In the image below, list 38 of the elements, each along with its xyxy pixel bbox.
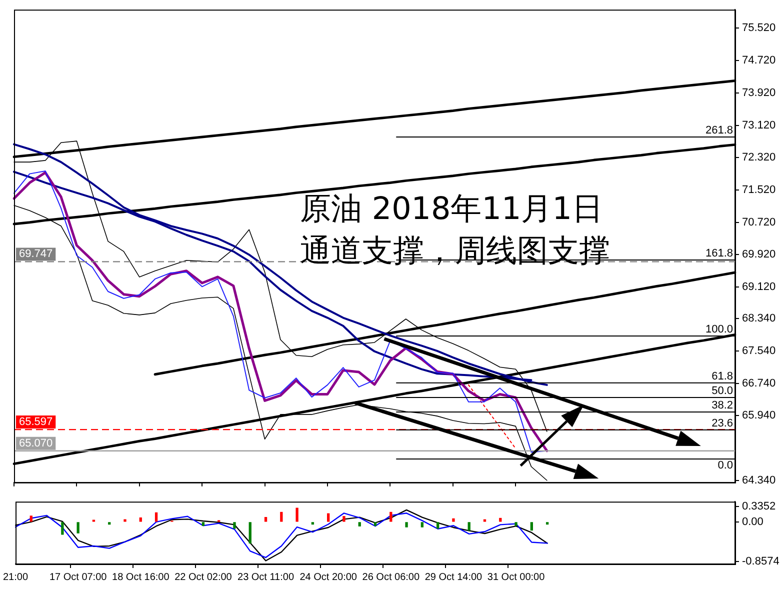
y-tick-label: 70.720 [742, 216, 776, 228]
y-tick-label: 66.740 [742, 377, 776, 390]
annotation: 0.0 [718, 459, 733, 472]
category-label: 31 Oct 00:00 [487, 572, 545, 583]
category-label: 17 Oct 07:00 [49, 572, 107, 583]
y-tick-label: 71.520 [742, 184, 776, 196]
y-tick-label: 0.3352 [742, 500, 776, 512]
y-tick-label: 74.720 [742, 54, 776, 67]
ref-line-label: 65.070 [19, 437, 53, 450]
annotation: 38.2 [712, 400, 733, 412]
annotation: 原油 2018年11月1日 [300, 190, 604, 229]
y-tick-label: -0.8574 [742, 556, 780, 568]
annotation: 161.8 [705, 247, 733, 260]
ref-line-label: 65.597 [19, 416, 53, 428]
category-label: 26 Oct 06:00 [362, 572, 420, 583]
category-label: 18 Oct 16:00 [112, 572, 170, 583]
annotation: 100.0 [705, 324, 733, 336]
category-label: 23 Oct 11:00 [238, 572, 294, 583]
category-label: 21:00 [2, 572, 28, 583]
annotation: 261.8 [705, 124, 733, 137]
y-tick-label: 68.340 [742, 312, 776, 325]
y-tick-label: 73.920 [742, 86, 776, 99]
y-tick-label: 75.520 [742, 22, 776, 34]
y-tick-label: 72.320 [742, 152, 776, 164]
annotation: 61.8 [712, 370, 733, 382]
y-tick-label: 69.120 [742, 281, 776, 294]
y-tick-label: 69.920 [742, 248, 776, 261]
category-label: 24 Oct 20:00 [300, 572, 357, 583]
y-tick-label: 73.120 [742, 119, 776, 132]
annotation: 50.0 [712, 384, 733, 397]
annotation: 23.6 [712, 417, 733, 430]
category-label: 22 Oct 02:00 [174, 572, 232, 583]
y-tick-label: 64.340 [742, 474, 776, 486]
y-tick-label: 65.940 [742, 410, 776, 422]
y-tick-label: 67.540 [742, 344, 776, 357]
category-label: 29 Oct 14:00 [424, 572, 482, 583]
ref-line-label: 69.747 [19, 248, 53, 260]
y-tick-label: 0.00 [742, 516, 764, 528]
